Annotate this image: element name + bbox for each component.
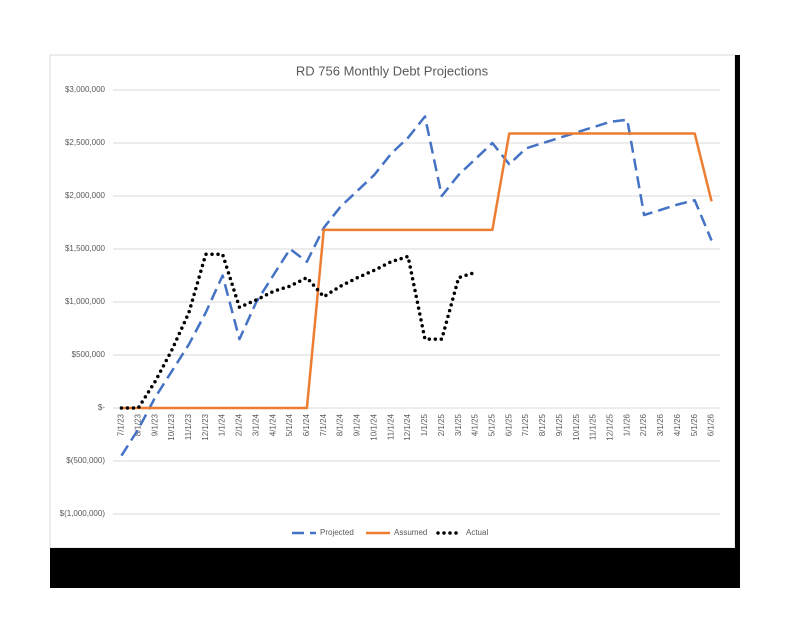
x-tick-label: 1/1/24 <box>218 413 227 436</box>
x-tick-label: 12/1/25 <box>606 413 615 440</box>
y-tick-label: $(1,000,000) <box>60 509 106 518</box>
x-tick-label: 3/1/26 <box>656 413 665 436</box>
shadow-right <box>735 55 740 588</box>
x-tick-label: 4/1/25 <box>471 413 480 436</box>
x-tick-label: 4/1/24 <box>268 413 277 436</box>
x-tick-label: 4/1/26 <box>673 413 682 436</box>
x-tick-label: 6/1/26 <box>707 413 716 436</box>
x-tick-label: 10/1/25 <box>572 413 581 440</box>
y-tick-label: $500,000 <box>72 350 106 359</box>
x-tick-label: 8/1/23 <box>133 413 142 436</box>
x-tick-label: 1/1/26 <box>622 413 631 436</box>
x-tick-label: 1/1/25 <box>420 413 429 436</box>
series-line <box>121 132 713 410</box>
x-tick-label: 8/1/25 <box>538 413 547 436</box>
x-tick-label: 11/1/23 <box>184 413 193 440</box>
x-tick-label: 12/1/23 <box>201 413 210 440</box>
y-tick-label: $3,000,000 <box>65 85 106 94</box>
x-tick-label: 8/1/24 <box>336 413 345 436</box>
y-tick-label: $(500,000) <box>66 456 105 465</box>
legend-label: Projected <box>320 528 354 537</box>
x-tick-label: 10/1/23 <box>167 413 176 440</box>
x-tick-label: 11/1/25 <box>589 413 598 440</box>
legend-label: Assumed <box>394 528 427 537</box>
x-tick-label: 5/1/25 <box>487 413 496 436</box>
x-tick-label: 2/1/26 <box>639 413 648 436</box>
y-tick-label: $1,000,000 <box>65 297 106 306</box>
y-tick-label: $2,500,000 <box>65 138 106 147</box>
x-tick-label: 12/1/24 <box>403 413 412 440</box>
x-tick-label: 5/1/24 <box>285 413 294 436</box>
x-tick-label: 6/1/25 <box>504 413 513 436</box>
series-line <box>119 252 478 410</box>
x-tick-label: 7/1/24 <box>319 413 328 436</box>
x-tick-label: 7/1/23 <box>117 413 126 436</box>
legend-label: Actual <box>466 528 488 537</box>
series-line <box>120 115 713 457</box>
y-tick-label: $- <box>98 403 105 412</box>
shadow-bottom <box>50 548 740 588</box>
y-tick-label: $2,000,000 <box>65 191 106 200</box>
x-tick-label: 7/1/25 <box>521 413 530 436</box>
x-tick-label: 3/1/25 <box>454 413 463 436</box>
y-tick-label: $1,500,000 <box>65 244 106 253</box>
x-tick-label: 11/1/24 <box>386 413 395 440</box>
x-tick-label: 2/1/24 <box>235 413 244 436</box>
x-tick-label: 10/1/24 <box>369 413 378 440</box>
x-tick-label: 9/1/25 <box>555 413 564 436</box>
x-tick-label: 9/1/23 <box>150 413 159 436</box>
x-tick-label: 5/1/26 <box>690 413 699 436</box>
x-tick-label: 9/1/24 <box>353 413 362 436</box>
x-tick-label: 3/1/24 <box>251 413 260 436</box>
x-tick-label: 6/1/24 <box>302 413 311 436</box>
x-tick-label: 2/1/25 <box>437 413 446 436</box>
chart-title: RD 756 Monthly Debt Projections <box>296 63 489 78</box>
